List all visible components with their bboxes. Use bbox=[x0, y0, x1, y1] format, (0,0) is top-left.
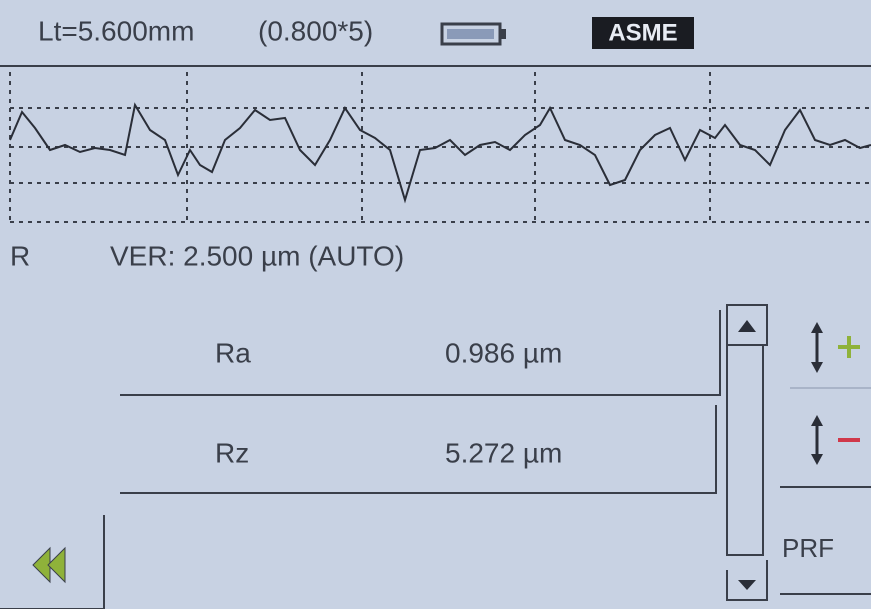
param-value: 0.986 µm bbox=[445, 337, 562, 368]
sampling-label: (0.800*5) bbox=[258, 15, 373, 46]
profile-type: R bbox=[10, 240, 30, 271]
param-name: Rz bbox=[215, 437, 249, 468]
device-screen: Lt=5.600mm (0.800*5) ASME R VER: 2.500 µ… bbox=[0, 0, 871, 609]
length-label: Lt=5.600mm bbox=[38, 15, 194, 46]
button-label: PRF bbox=[782, 533, 834, 563]
param-name: Ra bbox=[215, 337, 251, 368]
vertical-scale: VER: 2.500 µm (AUTO) bbox=[110, 240, 404, 271]
param-value: 5.272 µm bbox=[445, 437, 562, 468]
standard-label: ASME bbox=[608, 19, 677, 46]
